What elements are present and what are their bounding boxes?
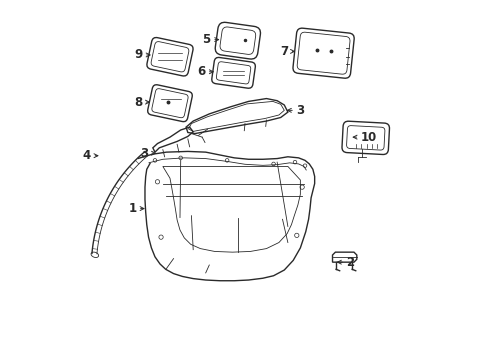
Text: 4: 4 xyxy=(83,149,91,162)
Text: 6: 6 xyxy=(197,65,205,78)
Text: 9: 9 xyxy=(134,49,143,62)
Text: 5: 5 xyxy=(202,33,211,46)
Text: 1: 1 xyxy=(128,202,136,215)
Text: 8: 8 xyxy=(134,96,142,109)
Text: 3: 3 xyxy=(296,104,305,117)
Text: 10: 10 xyxy=(361,131,377,144)
Text: 2: 2 xyxy=(346,256,355,269)
Text: 7: 7 xyxy=(280,45,288,58)
Text: 3: 3 xyxy=(140,147,148,160)
